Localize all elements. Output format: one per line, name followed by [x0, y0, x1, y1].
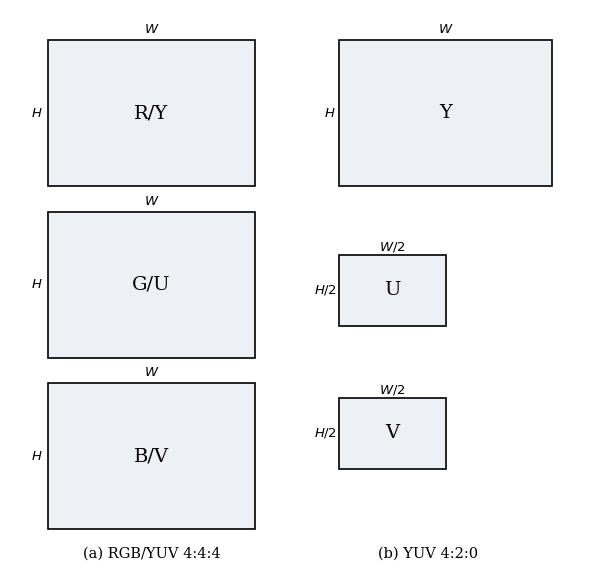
FancyBboxPatch shape [339, 255, 446, 326]
FancyBboxPatch shape [48, 383, 255, 529]
FancyBboxPatch shape [48, 212, 255, 358]
Text: $H/2$: $H/2$ [314, 426, 337, 440]
Text: R/Y: R/Y [134, 104, 169, 122]
Text: $H/2$: $H/2$ [314, 283, 337, 297]
Text: (a) RGB/YUV 4:4:4: (a) RGB/YUV 4:4:4 [83, 547, 220, 561]
Text: Y: Y [439, 104, 452, 122]
FancyBboxPatch shape [339, 40, 552, 186]
Text: $W$: $W$ [144, 195, 159, 208]
Text: $W$: $W$ [144, 23, 159, 36]
Text: $H$: $H$ [324, 107, 336, 120]
Text: $H$: $H$ [31, 450, 43, 463]
Text: U: U [384, 281, 400, 299]
Text: $H$: $H$ [31, 107, 43, 120]
FancyBboxPatch shape [339, 398, 446, 469]
Text: B/V: B/V [134, 447, 169, 466]
Text: $H$: $H$ [31, 279, 43, 291]
Text: $W$: $W$ [438, 23, 453, 36]
Text: $W/2$: $W/2$ [379, 383, 405, 397]
Text: V: V [385, 424, 399, 442]
FancyBboxPatch shape [48, 40, 255, 186]
Text: $W$: $W$ [144, 367, 159, 379]
Text: (b) YUV 4:2:0: (b) YUV 4:2:0 [378, 547, 478, 561]
Text: $W/2$: $W/2$ [379, 240, 405, 254]
Text: G/U: G/U [132, 276, 170, 294]
